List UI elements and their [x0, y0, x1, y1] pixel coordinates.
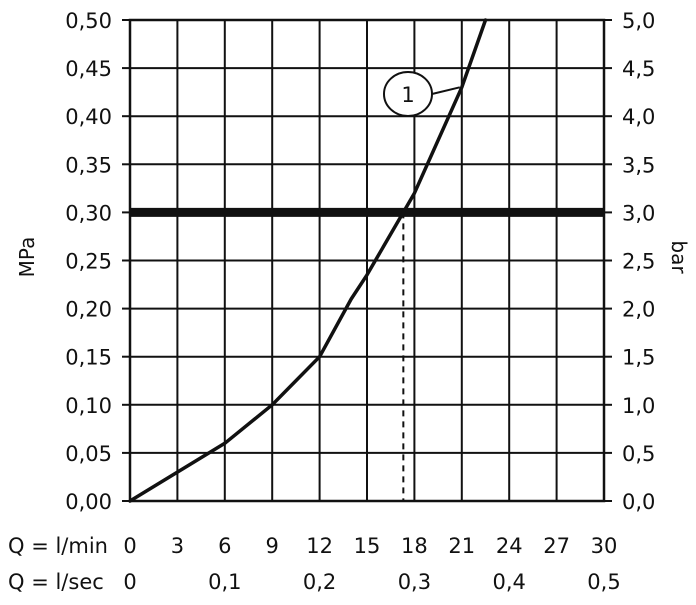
- y-right-tick-label: 0,0: [622, 490, 655, 514]
- x-lmin-tick-label: 6: [218, 534, 231, 558]
- y-right-tick-label: 4,0: [622, 105, 655, 129]
- y-left-tick-label: 0,10: [65, 394, 112, 418]
- series-layer: [128, 18, 488, 503]
- x-lmin-tick-label: 12: [306, 534, 333, 558]
- x-lmin-tick-label: 0: [123, 534, 136, 558]
- x-lsec-tick-label: 0,2: [303, 570, 336, 594]
- x-lmin-axis-title: Q = l/min: [8, 534, 108, 558]
- y-left-tick-label: 0,25: [65, 250, 112, 274]
- y-left-tick-label: 0,05: [65, 442, 112, 466]
- plot-frame: [122, 18, 612, 503]
- y-left-tick-label: 0,45: [65, 57, 112, 81]
- callout-circle: [383, 71, 433, 117]
- x-lmin-tick-label: 24: [496, 534, 523, 558]
- x-lsec-tick-label: 0,3: [398, 570, 431, 594]
- y-right-tick-label: 1,0: [622, 394, 655, 418]
- x-lsec-tick-label: 0,1: [208, 570, 241, 594]
- x-lmin-tick-label: 21: [448, 534, 475, 558]
- x-lmin-tick-label: 3: [171, 534, 184, 558]
- callout-layer: 1: [383, 71, 461, 117]
- callout-label: 1: [401, 83, 414, 107]
- y-right-tick-label: 5,0: [622, 9, 655, 33]
- reference-lines: [130, 207, 604, 501]
- y-right-tick-label: 2,0: [622, 298, 655, 322]
- y-left-tick-label: 0,40: [65, 105, 112, 129]
- y-right-tick-label: 4,5: [622, 57, 655, 81]
- plot-border: [128, 18, 606, 503]
- x-lmin-tick-label: 15: [354, 534, 381, 558]
- y-right-axis-title: bar: [667, 240, 691, 274]
- grid-lines: [130, 20, 604, 501]
- y-right-tick-label: 1,5: [622, 346, 655, 370]
- x-lsec-axis-title: Q = l/sec: [8, 570, 104, 594]
- y-left-tick-label: 0,50: [65, 9, 112, 33]
- y-left-tick-label: 0,35: [65, 153, 112, 177]
- y-left-tick-label: 0,30: [65, 201, 112, 225]
- y-left-tick-label: 0,20: [65, 298, 112, 322]
- y-right-tick-label: 3,0: [622, 201, 655, 225]
- x-lmin-tick-label: 30: [591, 534, 618, 558]
- x-lsec-tick-label: 0,4: [492, 570, 525, 594]
- y-right-tick-label: 2,5: [622, 250, 655, 274]
- series-line-1: [128, 18, 488, 503]
- x-lmin-tick-label: 18: [401, 534, 428, 558]
- x-lmin-tick-label: 9: [266, 534, 279, 558]
- y-left-tick-label: 0,15: [65, 346, 112, 370]
- y-left-axis-title: MPa: [15, 237, 39, 278]
- y-right-tick-label: 0,5: [622, 442, 655, 466]
- y-left-tick-label: 0,00: [65, 490, 112, 514]
- x-lsec-tick-label: 0,5: [587, 570, 620, 594]
- y-right-tick-label: 3,5: [622, 153, 655, 177]
- x-lmin-tick-label: 27: [543, 534, 570, 558]
- tick-labels: 0 3 6 9 12 15 18 21 24 27 30 0 0,1 0,2 0,3 0,4 0,5 0,00 0,…: [65, 9, 655, 594]
- x-lsec-tick-label: 0: [123, 570, 136, 594]
- callout-leader: [431, 86, 461, 95]
